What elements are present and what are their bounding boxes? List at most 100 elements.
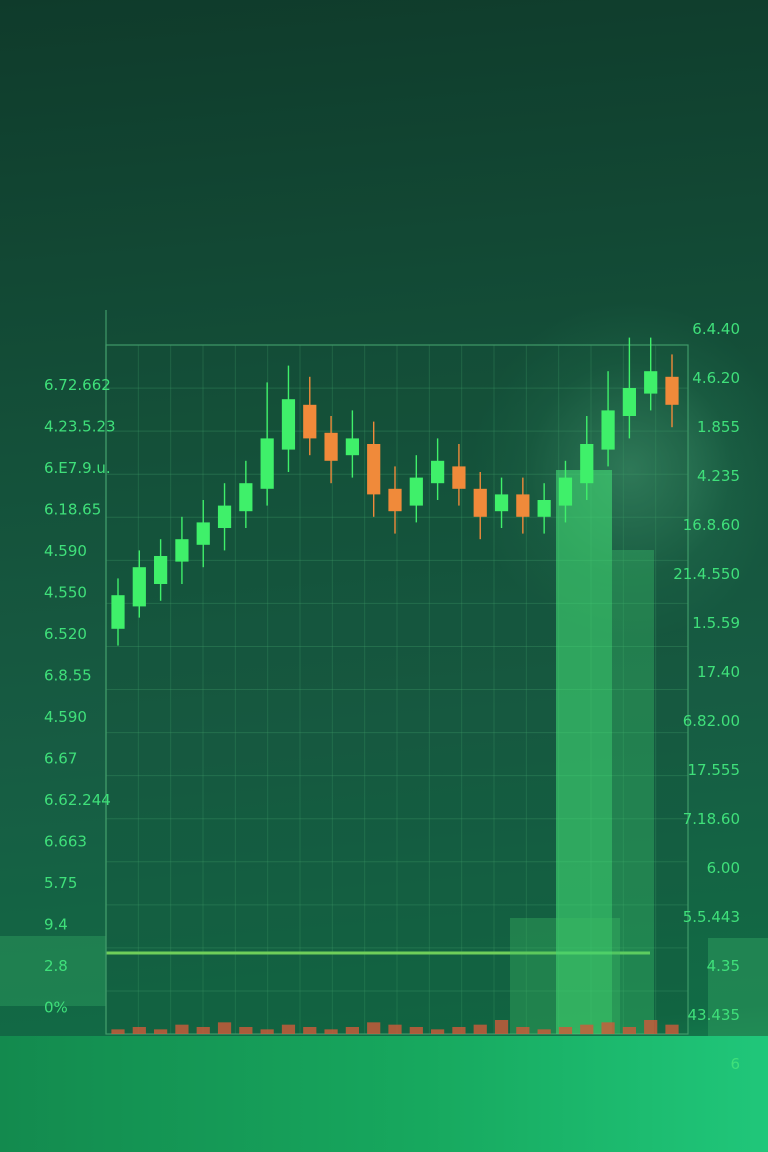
left-tick-label: 4.23.5.23 xyxy=(44,418,116,436)
volume-bar xyxy=(537,1029,551,1034)
candle-body xyxy=(644,371,658,394)
candle-body xyxy=(175,539,189,562)
highlight-bar xyxy=(612,550,654,1034)
candle xyxy=(622,337,636,439)
candle-body xyxy=(367,444,381,495)
left-tick-label: 6.E7.9.u. xyxy=(44,459,111,477)
candle xyxy=(154,539,168,601)
candle xyxy=(558,460,573,523)
candle xyxy=(239,460,253,528)
volume-bar xyxy=(303,1027,317,1034)
right-tick-label: 16.8.60 xyxy=(683,516,740,534)
candle-body xyxy=(537,500,551,517)
volume-bar xyxy=(558,1027,573,1034)
volume-bar xyxy=(388,1024,402,1034)
candle xyxy=(111,578,125,646)
volume-bar xyxy=(452,1027,466,1034)
right-tick-label: 21.4.550 xyxy=(673,565,740,583)
volume-bar xyxy=(260,1029,274,1034)
left-tick-label: 6.62.244 xyxy=(44,791,111,809)
volume-bar xyxy=(601,1022,615,1034)
candle xyxy=(324,416,338,484)
candle xyxy=(281,365,296,472)
candle xyxy=(431,438,445,500)
right-tick-label: 4.6.20 xyxy=(692,369,740,387)
left-tick-label: 6.8.55 xyxy=(44,667,92,685)
candle xyxy=(196,500,210,568)
volume-bar xyxy=(132,1027,146,1034)
right-tick-label: 5.5.443 xyxy=(683,908,740,926)
candle-body xyxy=(111,595,125,629)
highlight-bar xyxy=(510,918,620,1034)
right-tick-label: 17.555 xyxy=(688,761,741,779)
candle-body xyxy=(324,432,338,461)
candle xyxy=(473,472,487,540)
candles xyxy=(111,337,679,646)
candle xyxy=(303,376,317,456)
volume-bar xyxy=(239,1027,253,1034)
volume-bar xyxy=(622,1027,636,1034)
volume-bar xyxy=(154,1029,168,1034)
candle xyxy=(580,416,594,500)
candle xyxy=(494,477,509,528)
left-tick-label: 6.72.662 xyxy=(44,376,111,394)
candle-body xyxy=(580,444,594,484)
candle xyxy=(409,455,423,523)
candle-body xyxy=(601,410,615,450)
candle-body xyxy=(303,404,317,439)
right-tick-label: 43.435 xyxy=(688,1006,741,1024)
candle-body xyxy=(154,556,168,584)
candle xyxy=(452,444,466,506)
candle-body xyxy=(388,488,402,512)
volume-bar xyxy=(324,1029,338,1034)
volume-bar xyxy=(367,1022,381,1034)
candle xyxy=(175,516,189,584)
right-tick-label: 6.00 xyxy=(707,859,740,877)
volume-bar xyxy=(345,1027,359,1034)
background-glow xyxy=(470,300,768,640)
right-tick-label: 1.855 xyxy=(697,418,740,436)
left-tick-label: 4.590 xyxy=(44,542,87,560)
volume-bar xyxy=(217,1022,232,1034)
left-tick-label: 4.550 xyxy=(44,584,87,602)
candle xyxy=(367,421,381,517)
candle-body xyxy=(345,438,359,456)
volume-bar xyxy=(644,1020,658,1034)
candle-body xyxy=(452,466,466,489)
volume-bar xyxy=(494,1020,509,1034)
left-tick-label: 6.663 xyxy=(44,833,87,851)
candle-body xyxy=(622,388,636,416)
candle xyxy=(644,337,658,411)
highlight-bars xyxy=(510,470,654,1034)
volume-bar xyxy=(516,1027,530,1034)
candle-body xyxy=(196,522,210,545)
left-tick-label: 2.8 xyxy=(44,957,68,975)
candle-body xyxy=(494,494,509,512)
right-axis-ticks: 6.4.40 4.6.20 1.855 4.235 16.8.60 21.4.550 1.5… xyxy=(673,320,740,1073)
right-tick-label: 6 xyxy=(730,1055,740,1073)
left-axis-ticks: 6.72.662 4.23.5.23 6.E7.9.u. 6.18.65 4.590 4.… xyxy=(44,376,116,1017)
candle-body xyxy=(431,460,445,484)
volume-bar xyxy=(409,1027,423,1034)
candle xyxy=(665,354,679,428)
candle-body xyxy=(473,488,487,517)
volume-bar xyxy=(431,1029,445,1034)
left-tick-label: 9.4 xyxy=(44,916,68,934)
left-tick-label: 0% xyxy=(44,999,68,1017)
left-tick-label: 4.590 xyxy=(44,708,87,726)
right-tick-label: 4.35 xyxy=(707,957,740,975)
volume-bar xyxy=(111,1029,125,1034)
right-tick-label: 1.5.59 xyxy=(692,614,740,632)
volume-bars xyxy=(111,1020,679,1034)
candle xyxy=(537,483,551,534)
candle-body xyxy=(132,567,146,607)
volume-bar xyxy=(473,1024,487,1034)
right-tick-label: 6.82.00 xyxy=(683,712,740,730)
floor-band xyxy=(0,1036,768,1152)
left-tick-label: 6.520 xyxy=(44,625,87,643)
candle xyxy=(132,550,146,618)
candle-body xyxy=(239,483,253,512)
volume-bar xyxy=(175,1024,189,1034)
candle-body xyxy=(260,438,274,489)
